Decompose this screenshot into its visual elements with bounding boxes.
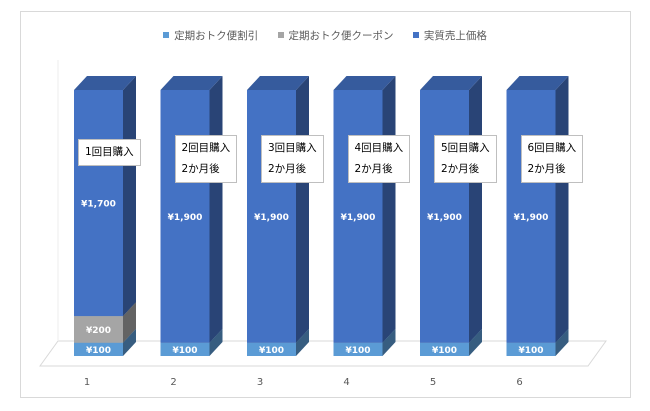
callout-line-4-1: 2か月後 xyxy=(354,163,393,175)
bar-side-1-series-2 xyxy=(123,76,136,317)
data-label-2-series-2: ¥1,900 xyxy=(168,213,203,223)
bar-side-4-series-0 xyxy=(382,328,396,356)
data-label-5-series-0: ¥100 xyxy=(432,346,457,356)
legend-label-net-price: 実質売上価格 xyxy=(423,30,487,42)
bar-top-1-series-2 xyxy=(74,76,136,90)
bar-front-4-series-2 xyxy=(333,90,383,343)
data-label-5-series-2: ¥1,900 xyxy=(427,213,462,223)
data-label-1-series-0: ¥100 xyxy=(86,346,111,356)
legend-swatch-coupon xyxy=(277,32,284,38)
callout-purchase-1: 1回目購入 xyxy=(78,139,141,166)
data-label-6-series-0: ¥100 xyxy=(518,346,543,356)
bar-side-2-series-0 xyxy=(209,328,223,356)
x-tick-label-2: 2 xyxy=(170,377,176,388)
bar-front-1-series-0 xyxy=(74,342,123,356)
bar-front-5-series-2 xyxy=(420,90,469,343)
callout-line-2-1: 2か月後 xyxy=(181,163,220,175)
bar-front-5-series-0 xyxy=(420,342,469,356)
bar-side-5-series-0 xyxy=(469,328,482,356)
callout-line-5-1: 2か月後 xyxy=(441,163,480,175)
callout-purchase-3: 3回目購入 2か月後 xyxy=(261,135,324,183)
bar-top-6-series-2 xyxy=(506,76,569,90)
bar-side-4-series-2 xyxy=(382,76,396,343)
callout-line-6-0: 6回目購入 xyxy=(527,142,577,154)
callout-purchase-2: 2回目購入 2か月後 xyxy=(174,135,238,183)
bar-front-3-series-2 xyxy=(247,90,296,343)
callout-line-5-0: 5回目購入 xyxy=(441,142,490,154)
bar-side-2-series-2 xyxy=(209,76,223,343)
bar-top-3-series-2 xyxy=(247,76,309,90)
bar-side-1-series-1 xyxy=(123,302,136,343)
bar-side-3-series-2 xyxy=(296,76,309,343)
bar-top-5-series-2 xyxy=(420,76,482,90)
callout-line-6-1: 2か月後 xyxy=(527,163,566,175)
x-tick-label-5: 5 xyxy=(430,377,436,388)
bar-front-1-series-1 xyxy=(74,316,123,343)
bar-side-1-series-0 xyxy=(123,328,136,356)
x-tick-label-6: 6 xyxy=(516,377,522,388)
bar-front-2-series-0 xyxy=(160,342,210,356)
callout-line-2-0: 2回目購入 xyxy=(181,142,231,154)
callout-purchase-4: 4回目購入 2か月後 xyxy=(347,135,411,183)
legend-item-discount: 定期おトク便割引 xyxy=(163,28,258,43)
x-tick-label-3: 3 xyxy=(257,377,263,388)
data-label-1-series-2: ¥1,700 xyxy=(81,200,116,210)
legend-label-discount: 定期おトク便割引 xyxy=(174,30,259,42)
legend-item-coupon: 定期おトク便クーポン xyxy=(277,28,394,43)
legend-swatch-net-price xyxy=(412,32,419,38)
data-label-2-series-0: ¥100 xyxy=(172,346,197,356)
callout-line-4-0: 4回目購入 xyxy=(354,142,404,154)
data-label-3-series-0: ¥100 xyxy=(259,346,284,356)
bar-front-6-series-0 xyxy=(506,342,556,356)
legend-swatch-discount xyxy=(163,32,170,38)
bar-front-4-series-0 xyxy=(333,342,383,356)
x-tick-label-1: 1 xyxy=(84,377,90,388)
bar-side-5-series-2 xyxy=(469,76,482,343)
bar-front-3-series-0 xyxy=(247,342,296,356)
bar-side-6-series-0 xyxy=(555,328,569,356)
data-label-6-series-2: ¥1,900 xyxy=(514,213,549,223)
data-label-4-series-2: ¥1,900 xyxy=(341,213,376,223)
data-label-4-series-0: ¥100 xyxy=(345,346,370,356)
chart-legend: 定期おトク便割引 定期おトク便クーポン 実質売上価格 xyxy=(0,28,650,43)
bar-front-6-series-2 xyxy=(506,90,556,343)
data-label-1-series-1: ¥200 xyxy=(86,326,111,336)
legend-item-net-price: 実質売上価格 xyxy=(412,28,487,43)
bar-top-2-series-2 xyxy=(160,76,223,90)
data-label-3-series-2: ¥1,900 xyxy=(254,213,289,223)
callout-line-1-0: 1回目購入 xyxy=(85,146,134,158)
bar-front-2-series-2 xyxy=(160,90,210,343)
callout-line-3-1: 2か月後 xyxy=(268,163,307,175)
x-tick-label-4: 4 xyxy=(343,377,349,388)
bar-side-6-series-2 xyxy=(555,76,569,343)
callout-line-3-0: 3回目購入 xyxy=(268,142,317,154)
callout-purchase-6: 6回目購入 2か月後 xyxy=(520,135,584,183)
bar-side-3-series-0 xyxy=(296,328,309,356)
bar-front-1-series-2 xyxy=(74,90,123,317)
bar-top-4-series-2 xyxy=(333,76,396,90)
legend-label-coupon: 定期おトク便クーポン xyxy=(288,30,394,42)
callout-purchase-5: 5回目購入 2か月後 xyxy=(434,135,497,183)
